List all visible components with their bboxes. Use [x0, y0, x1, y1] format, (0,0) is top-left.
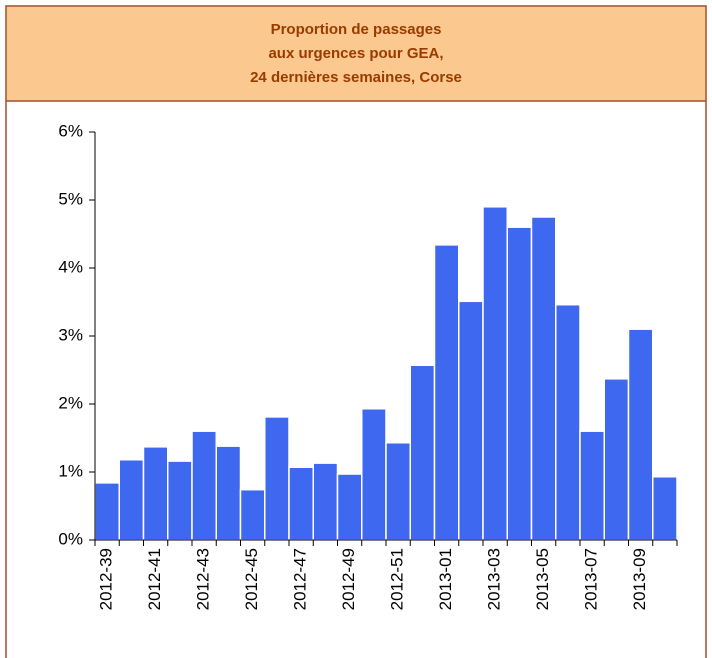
bar	[118, 459, 145, 541]
bar	[239, 488, 266, 541]
x-tick-label: 2012-49	[339, 548, 358, 610]
chart-title: aux urgences pour GEA,	[268, 45, 443, 62]
bar	[458, 300, 484, 541]
x-tick-label: 2013-01	[436, 548, 455, 610]
x-tick-label: 2012-51	[388, 548, 407, 610]
y-tick-label: 3%	[58, 325, 83, 344]
y-tick-label: 1%	[58, 461, 83, 480]
x-tick-label: 2013-03	[485, 548, 504, 610]
bar	[288, 466, 314, 541]
y-tick-label: 5%	[58, 189, 83, 208]
x-tick-label: 2012-45	[242, 548, 261, 610]
y-tick-label: 4%	[58, 257, 83, 276]
bar	[312, 462, 339, 541]
bar	[215, 445, 242, 541]
x-tick-label: 2012-43	[194, 548, 213, 610]
y-tick-label: 2%	[58, 393, 83, 412]
bar	[167, 460, 193, 541]
x-tick-label: 2013-09	[630, 548, 649, 610]
bar	[142, 446, 169, 541]
bar	[336, 473, 363, 541]
bar	[603, 378, 630, 541]
bar	[555, 303, 581, 541]
bar	[385, 442, 411, 541]
x-tick-label: 2012-41	[145, 548, 164, 610]
bar	[579, 430, 605, 541]
chart-title: 24 dernières semaines, Corse	[250, 69, 462, 86]
x-tick-label: 2012-47	[291, 548, 310, 610]
y-tick-label: 0%	[58, 529, 83, 548]
bar	[191, 430, 217, 541]
bar	[433, 244, 460, 541]
x-tick-label: 2013-07	[582, 548, 601, 610]
header	[5, 5, 707, 102]
x-tick-label: 2013-05	[533, 548, 552, 610]
bar	[627, 328, 654, 541]
bar	[652, 476, 678, 541]
bar	[506, 226, 533, 541]
bar	[361, 408, 387, 541]
x-tick-label: 2012-39	[97, 548, 116, 610]
bar	[482, 206, 508, 541]
bar	[409, 364, 436, 541]
bar	[94, 482, 120, 541]
bar	[264, 416, 290, 541]
y-tick-label: 6%	[58, 121, 83, 140]
bar	[530, 216, 557, 541]
chart-title: Proportion de passages	[271, 21, 442, 38]
